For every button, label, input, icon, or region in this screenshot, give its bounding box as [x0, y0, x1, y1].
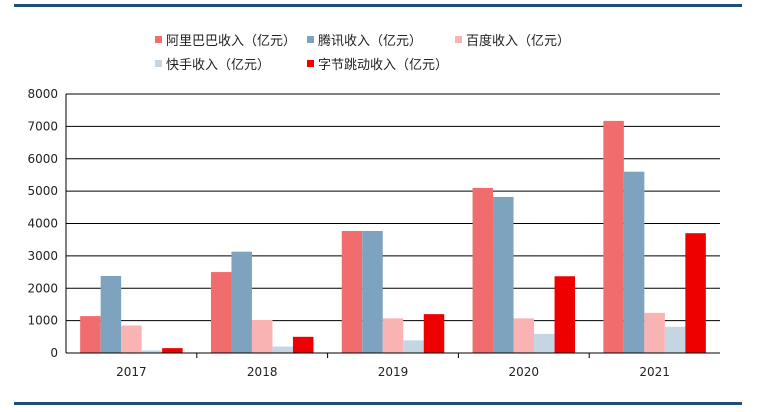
legend-swatch-2	[455, 36, 462, 43]
bar-2019-series-4	[423, 314, 445, 353]
bar-2021-series-2	[644, 312, 665, 353]
legend-swatch-1	[307, 36, 314, 43]
bar-2020-series-0	[472, 187, 494, 353]
bar-2017-series-4	[162, 348, 183, 353]
bar-2018-series-2	[251, 319, 273, 353]
axes	[65, 94, 720, 358]
bar-2021-series-4	[685, 233, 706, 353]
x-tick-labels: 2017 2018 2019 2020 2021	[116, 365, 670, 379]
legend-label-0: 阿里巴巴收入（亿元）	[166, 34, 296, 49]
bars	[80, 120, 706, 353]
bar-2019-series-0	[341, 230, 363, 353]
legend-label-1: 腾讯收入（亿元）	[318, 33, 422, 49]
bar-2021-series-0	[603, 120, 624, 353]
bar-2018-series-0	[210, 272, 232, 353]
bar-2020-series-2	[513, 318, 535, 353]
legend-label-4: 字节跳动收入（亿元）	[318, 58, 448, 73]
y-tick-label: 0	[50, 346, 58, 360]
x-tick-label: 2017	[116, 365, 147, 379]
bottom-rule	[14, 402, 742, 405]
y-tick-label: 7000	[27, 119, 58, 133]
bar-2017-series-2	[121, 325, 142, 353]
bar-2020-series-1	[493, 196, 514, 353]
bar-2018-series-1	[231, 251, 252, 353]
y-tick-label: 3000	[27, 249, 58, 263]
x-tick-label: 2021	[639, 365, 670, 379]
bar-2017-series-3	[141, 350, 163, 353]
y-tick-labels: 0 1000 2000 3000 4000 5000 6000 7000 8000	[27, 87, 58, 360]
y-tick-label: 1000	[27, 314, 58, 328]
bar-2018-series-4	[292, 336, 314, 353]
bar-2018-series-3	[272, 346, 293, 353]
bar-2021-series-1	[623, 171, 645, 353]
legend-swatch-3	[155, 60, 162, 67]
y-tick-label: 2000	[27, 281, 58, 295]
bar-2019-series-1	[362, 230, 383, 353]
legend-label-3: 快手收入（亿元）	[166, 58, 270, 73]
bar-2019-series-3	[403, 340, 424, 353]
x-tick-label: 2020	[509, 365, 540, 379]
legend-label-2: 百度收入（亿元）	[466, 33, 570, 49]
y-tick-label: 6000	[27, 152, 58, 166]
bar-2020-series-3	[534, 333, 555, 353]
y-tick-label: 4000	[27, 217, 58, 231]
bar-2020-series-4	[554, 276, 576, 353]
legend-swatch-0	[155, 36, 162, 43]
bar-2019-series-2	[382, 318, 404, 353]
bar-2017-series-0	[80, 316, 101, 353]
y-tick-label: 8000	[27, 87, 58, 101]
x-tick-label: 2019	[378, 365, 409, 379]
legend-swatch-4	[307, 60, 314, 67]
x-tick-label: 2018	[247, 365, 278, 379]
top-rule	[14, 4, 742, 7]
bar-2021-series-3	[664, 326, 686, 353]
bar-2017-series-1	[100, 275, 122, 353]
y-tick-label: 5000	[27, 184, 58, 198]
legend: 阿里巴巴收入（亿元） 腾讯收入（亿元） 百度收入（亿元） 快手收入（亿元） 字节跳动收入…	[155, 33, 570, 73]
